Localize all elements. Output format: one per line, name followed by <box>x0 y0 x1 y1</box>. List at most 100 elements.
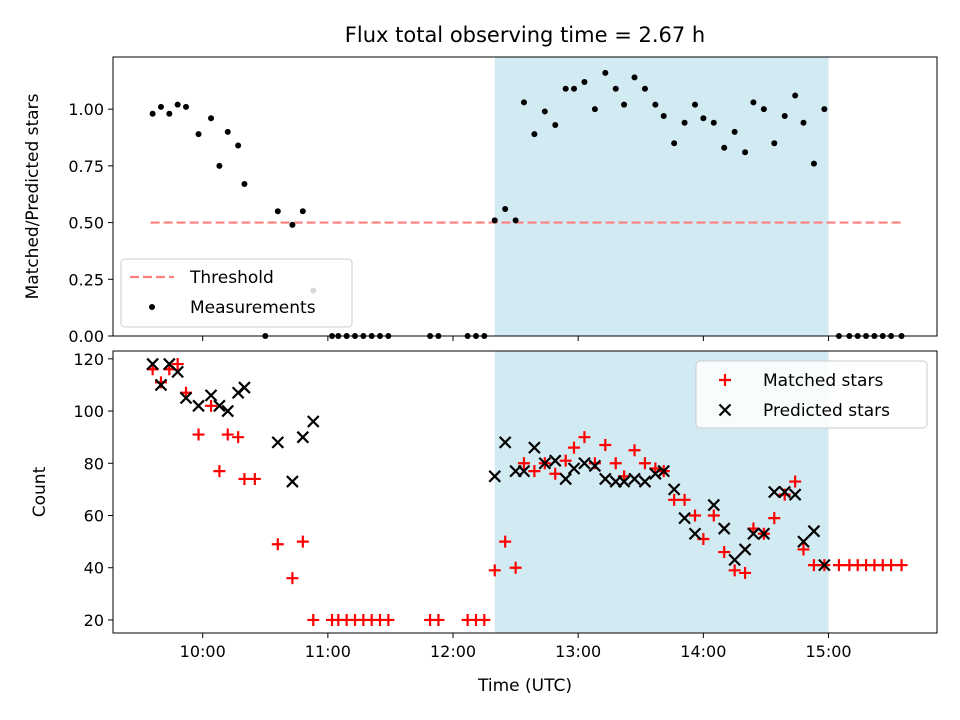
predicted-point <box>306 415 320 428</box>
y-tick-label: 0.50 <box>68 214 104 233</box>
x-axis-label: Time (UTC) <box>477 676 572 696</box>
legend-box <box>695 360 928 429</box>
matched-point <box>707 509 720 522</box>
matched-point <box>689 509 702 522</box>
measurement-point <box>781 112 788 119</box>
predicted-point <box>807 524 821 538</box>
measurement-point <box>602 69 609 76</box>
measurement-point <box>731 128 738 135</box>
x-tick-label: 14:00 <box>680 642 726 661</box>
predicted-point <box>171 365 184 379</box>
measurement-point <box>631 74 638 81</box>
measurement-point <box>274 208 281 215</box>
matched-point <box>221 428 234 441</box>
measurement-point <box>208 115 215 122</box>
y-tick-label: 20 <box>84 611 104 630</box>
predicted-point <box>728 553 741 567</box>
measurement-point <box>241 181 248 188</box>
predicted-point <box>818 558 831 572</box>
measurement-point <box>512 217 519 224</box>
legend-measurement-swatch <box>149 304 155 310</box>
measurement-point <box>771 140 778 147</box>
matched-point <box>286 572 299 585</box>
matched-point <box>668 493 681 506</box>
measurement-point <box>531 131 538 138</box>
measurement-point <box>710 119 717 126</box>
predicted-point <box>638 475 652 488</box>
legend-matched-swatch <box>719 374 731 386</box>
matched-point <box>718 546 731 559</box>
measurement-point <box>792 92 799 99</box>
measurement-point <box>700 115 707 122</box>
predicted-point <box>528 441 541 454</box>
predicted-point <box>179 391 193 405</box>
matched-point <box>599 439 612 451</box>
predicted-point <box>768 485 781 499</box>
matched-point <box>728 564 741 577</box>
predicted-point <box>717 522 731 535</box>
predicted-point <box>238 381 251 394</box>
measurement-point <box>174 101 181 108</box>
predicted-point <box>498 436 512 449</box>
predicted-point <box>567 462 581 475</box>
measurement-point <box>491 217 498 224</box>
y-tick-label: 40 <box>84 559 104 578</box>
legend-box <box>120 258 353 328</box>
predicted-point <box>757 527 771 541</box>
matched-point <box>628 444 641 457</box>
matched-point <box>213 465 226 478</box>
matched-point <box>832 559 845 572</box>
count-panel: 20 40 60 80 100 120 10:00 11:00 12:00 13:00 14:00 1… <box>30 350 938 696</box>
matched-point <box>528 465 541 478</box>
y-tick-label: 0.25 <box>68 270 104 289</box>
measurement-point <box>502 205 509 212</box>
x-tick-label: 13:00 <box>555 642 601 661</box>
measurement-point <box>821 106 828 113</box>
measurement-point <box>183 103 190 110</box>
matched-point <box>307 613 320 626</box>
predicted-point <box>797 535 810 548</box>
legend-predicted-label: Predicted stars <box>763 401 890 421</box>
matched-point <box>238 472 251 485</box>
measurement-point <box>195 131 202 138</box>
measurement-point <box>235 142 242 149</box>
measurement-point <box>652 101 659 108</box>
matched-point <box>609 457 622 470</box>
predicted-point <box>657 464 671 478</box>
legend-matched-label: Matched stars <box>763 371 883 391</box>
x-tick-label: 11:00 <box>305 642 351 661</box>
predicted-point <box>599 472 612 486</box>
measurement-point <box>641 85 648 92</box>
y-axis-label: Count <box>30 466 50 517</box>
predicted-point <box>538 457 552 470</box>
matched-point <box>638 457 651 470</box>
predicted-point <box>738 543 752 556</box>
predicted-point <box>578 457 591 470</box>
figure-title: Flux total observing time = 2.67 h <box>345 23 705 47</box>
predicted-point <box>286 475 299 488</box>
matched-point <box>678 493 691 506</box>
predicted-point <box>213 399 226 413</box>
predicted-point <box>588 459 602 473</box>
matched-point <box>232 431 245 444</box>
measurement-point <box>224 128 231 135</box>
predicted-point <box>649 467 662 480</box>
matched-point <box>517 457 530 470</box>
predicted-point <box>271 436 285 449</box>
predicted-point <box>517 464 531 478</box>
measurement-point <box>552 122 559 129</box>
good-interval-shade <box>494 57 829 336</box>
legend: Threshold Measurements <box>120 258 353 328</box>
predicted-point <box>688 527 702 541</box>
matched-point <box>509 561 522 574</box>
measurement-point <box>810 160 817 167</box>
measurement-point <box>157 103 164 110</box>
measurement-point <box>299 208 306 215</box>
measurement-point <box>660 112 667 119</box>
predicted-point <box>678 511 691 525</box>
x-tick-label: 12:00 <box>430 642 476 661</box>
measurement-point <box>612 85 619 92</box>
measurement-point <box>581 78 588 85</box>
predicted-point <box>667 483 681 496</box>
matched-point <box>248 472 261 485</box>
